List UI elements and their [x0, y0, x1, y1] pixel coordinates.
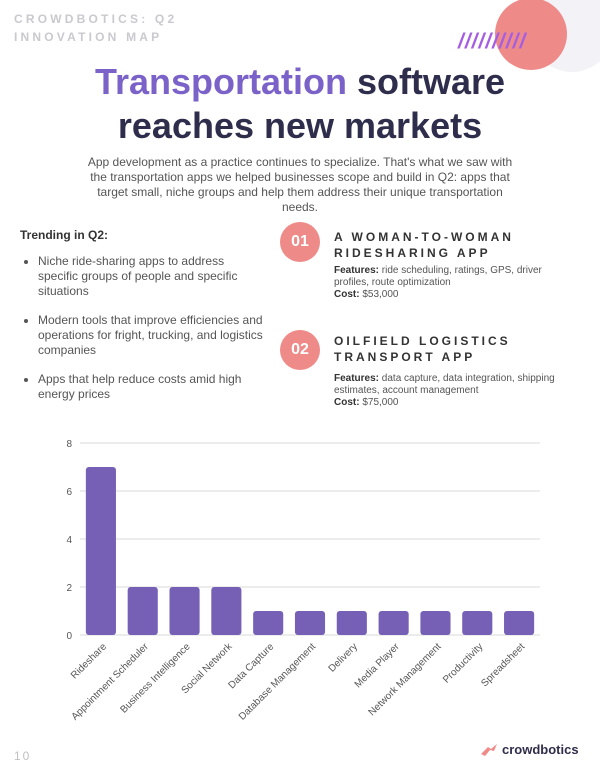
bar	[85, 467, 116, 635]
title-accent: Transportation	[94, 61, 347, 102]
x-tick-label: Productivity	[441, 641, 485, 685]
x-tick-label: Business Intelligence	[118, 641, 193, 716]
bar	[420, 611, 451, 635]
bar	[211, 587, 242, 635]
y-tick-label: 0	[66, 631, 72, 642]
x-tick-label: Appointment Scheduler	[70, 641, 152, 723]
app-title: A WOMAN-TO-WOMAN RIDESHARING APP	[334, 230, 514, 260]
bar	[253, 611, 284, 635]
app-description: Features: ride scheduling, ratings, GPS,…	[334, 265, 564, 301]
y-tick-label: 4	[66, 535, 72, 546]
cost-value: $53,000	[359, 289, 399, 300]
y-tick-label: 8	[66, 439, 72, 450]
features-label: Features:	[334, 373, 380, 384]
bar	[169, 587, 200, 635]
list-item: Niche ride-sharing apps to address speci…	[38, 254, 263, 299]
bar	[504, 611, 535, 635]
intro-paragraph: App development as a practice continues …	[87, 155, 513, 214]
features-text: data capture, data integration, shipping…	[334, 373, 555, 396]
decor-slashes: //////////	[458, 30, 527, 53]
features-label: Features:	[334, 265, 380, 276]
trending-list: Niche ride-sharing apps to address speci…	[20, 254, 263, 416]
cost-label: Cost:	[334, 397, 360, 408]
title-rest: software	[346, 61, 506, 102]
bar	[378, 611, 409, 635]
x-tick-label: Delivery	[327, 641, 360, 674]
page-number: 10	[14, 749, 32, 763]
y-tick-label: 2	[66, 583, 72, 594]
app-title: OILFIELD LOGISTICS TRANSPORT APP	[334, 334, 511, 364]
features-text: ride scheduling, ratings, GPS, driver pr…	[334, 265, 542, 288]
x-tick-label: Database Management	[237, 641, 318, 722]
list-item: Apps that help reduce costs amid high en…	[38, 372, 263, 402]
app-number-badge: 01	[280, 222, 320, 262]
bar	[462, 611, 493, 635]
bar	[336, 611, 367, 635]
cost-value: $75,000	[359, 397, 399, 408]
logo-text: crowdbotics	[502, 742, 579, 757]
page-title: Transportation software reaches new mark…	[0, 60, 600, 148]
report-kicker: CROWDBOTICS: Q2 INNOVATION MAP	[14, 12, 178, 44]
title-line2: reaches new markets	[117, 105, 483, 146]
bar	[294, 611, 326, 635]
bar	[127, 587, 158, 635]
trending-heading: Trending in Q2:	[20, 228, 109, 242]
logo-mark-icon	[481, 743, 497, 756]
cost-label: Cost:	[334, 289, 360, 300]
crowdbotics-logo: crowdbotics	[480, 742, 579, 757]
x-tick-label: Rideshare	[69, 641, 109, 681]
x-tick-label: Network Management	[367, 641, 444, 718]
y-tick-label: 6	[66, 487, 72, 498]
app-number-badge: 02	[280, 330, 320, 370]
app-description: Features: data capture, data integration…	[334, 373, 574, 409]
x-tick-label: Spreadsheet	[479, 641, 527, 689]
list-item: Modern tools that improve efficiencies a…	[38, 313, 263, 358]
decor-circle-coral	[495, 0, 567, 70]
